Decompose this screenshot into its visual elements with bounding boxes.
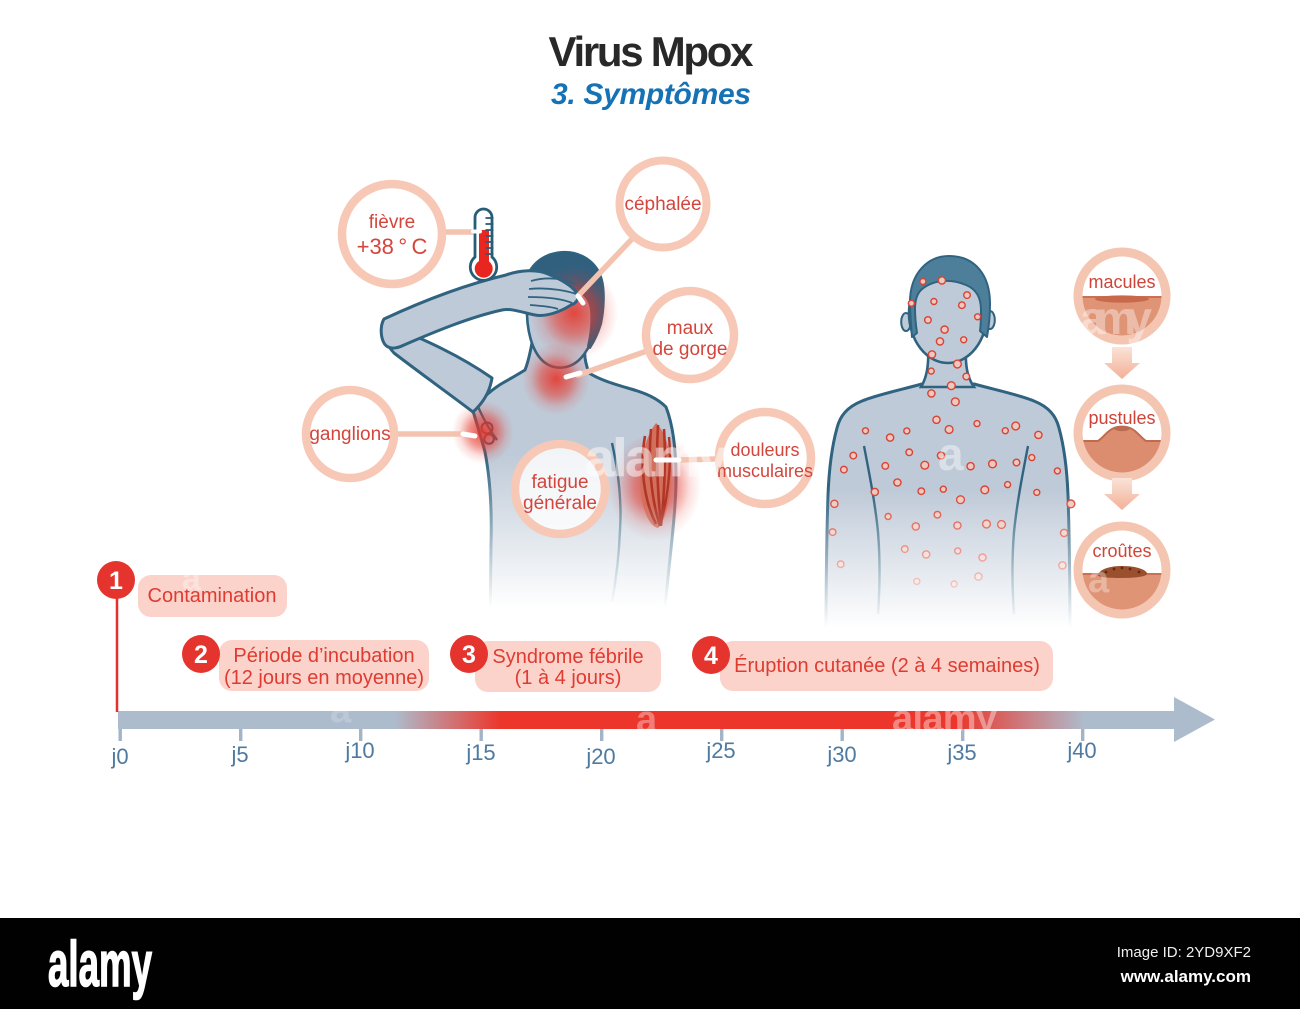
svg-text:3. Symptômes: 3. Symptômes	[551, 78, 751, 111]
svg-text:amy: amy	[1080, 292, 1152, 344]
svg-text:a: a	[182, 560, 202, 598]
svg-text:j10: j10	[344, 738, 374, 763]
svg-text:ganglions: ganglions	[309, 424, 390, 445]
svg-text:Image ID: 2YD9XF2: Image ID: 2YD9XF2	[1117, 944, 1251, 961]
svg-text:(12 jours en moyenne): (12 jours en moyenne)	[224, 667, 424, 689]
svg-text:alamy: alamy	[48, 928, 152, 1000]
svg-text:fatigue: fatigue	[531, 472, 588, 493]
svg-text:de gorge: de gorge	[652, 339, 727, 360]
svg-text:a: a	[636, 699, 658, 741]
svg-text:musculaires: musculaires	[717, 461, 813, 481]
svg-text:j5: j5	[230, 742, 248, 767]
svg-text:www.alamy.com: www.alamy.com	[1120, 967, 1251, 986]
svg-text:j15: j15	[465, 740, 495, 765]
svg-text:macules: macules	[1088, 272, 1155, 292]
svg-text:j0: j0	[110, 744, 128, 769]
svg-text:maux: maux	[667, 318, 714, 339]
svg-text:Éruption cutanée (2 à 4 semain: Éruption cutanée (2 à 4 semaines)	[734, 654, 1040, 677]
svg-text:alamy: alamy	[892, 698, 997, 740]
svg-text:croûtes: croûtes	[1092, 541, 1151, 561]
svg-text:alamy: alamy	[585, 429, 728, 488]
svg-text:a: a	[1088, 559, 1110, 601]
svg-text:Virus Mpox: Virus Mpox	[549, 28, 755, 75]
svg-text:a: a	[938, 428, 964, 480]
svg-text:+38 ° C: +38 ° C	[357, 234, 428, 259]
svg-text:pustules: pustules	[1088, 408, 1155, 428]
svg-text:(1 à 4 jours): (1 à 4 jours)	[515, 667, 622, 689]
svg-text:j40: j40	[1066, 738, 1096, 763]
svg-text:Période d’incubation: Période d’incubation	[233, 645, 414, 667]
svg-text:j20: j20	[585, 744, 615, 769]
svg-text:Syndrome fébrile: Syndrome fébrile	[492, 646, 643, 668]
svg-text:a: a	[489, 301, 509, 339]
svg-text:2: 2	[194, 641, 208, 669]
svg-text:4: 4	[704, 642, 718, 670]
svg-text:céphalée: céphalée	[624, 194, 701, 215]
svg-text:j30: j30	[826, 742, 856, 767]
svg-text:1: 1	[109, 567, 123, 595]
svg-text:j25: j25	[705, 738, 735, 763]
svg-text:3: 3	[462, 641, 476, 669]
svg-text:a: a	[330, 689, 352, 731]
svg-text:générale: générale	[523, 493, 597, 514]
svg-text:j35: j35	[946, 740, 976, 765]
svg-text:fièvre: fièvre	[369, 212, 415, 233]
svg-text:Contamination: Contamination	[148, 585, 277, 607]
svg-text:douleurs: douleurs	[730, 440, 799, 460]
